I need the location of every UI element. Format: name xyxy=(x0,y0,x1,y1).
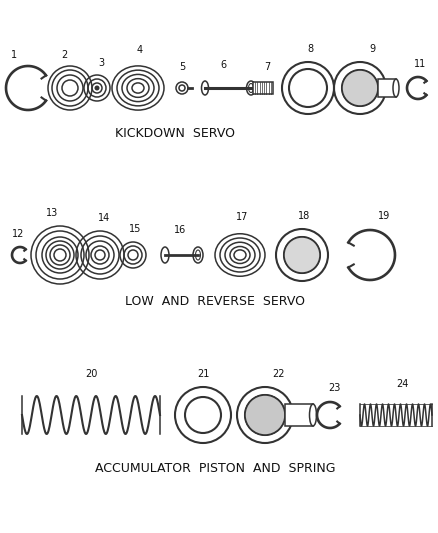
Text: 24: 24 xyxy=(395,379,407,389)
Text: 1: 1 xyxy=(11,50,17,60)
Bar xyxy=(377,79,395,97)
Text: 15: 15 xyxy=(128,224,141,234)
Bar xyxy=(284,404,312,426)
Text: 8: 8 xyxy=(306,44,312,54)
Circle shape xyxy=(244,395,284,435)
Text: 3: 3 xyxy=(98,58,104,68)
Text: LOW  AND  REVERSE  SERVO: LOW AND REVERSE SERVO xyxy=(125,295,304,308)
Ellipse shape xyxy=(201,81,208,95)
Text: 14: 14 xyxy=(98,213,110,223)
Text: KICKDOWN  SERVO: KICKDOWN SERVO xyxy=(115,127,234,140)
Circle shape xyxy=(94,85,99,91)
Text: 22: 22 xyxy=(272,369,285,379)
Text: 6: 6 xyxy=(219,60,226,70)
Text: 7: 7 xyxy=(263,62,269,72)
Text: 12: 12 xyxy=(12,229,24,239)
Text: 16: 16 xyxy=(173,225,186,235)
Bar xyxy=(252,82,272,94)
Text: 18: 18 xyxy=(297,211,309,221)
Text: 13: 13 xyxy=(46,208,58,218)
Text: ACCUMULATOR  PISTON  AND  SPRING: ACCUMULATOR PISTON AND SPRING xyxy=(95,462,335,475)
Ellipse shape xyxy=(392,79,398,97)
Circle shape xyxy=(176,82,187,94)
Text: 2: 2 xyxy=(61,50,67,60)
Text: 19: 19 xyxy=(377,211,389,221)
Text: 17: 17 xyxy=(235,212,247,222)
Ellipse shape xyxy=(309,404,316,426)
Ellipse shape xyxy=(193,247,202,263)
Ellipse shape xyxy=(161,247,169,263)
Text: 9: 9 xyxy=(368,44,374,54)
Text: 4: 4 xyxy=(137,45,143,55)
Circle shape xyxy=(283,237,319,273)
Text: 20: 20 xyxy=(85,369,97,379)
Ellipse shape xyxy=(246,81,255,95)
Text: 5: 5 xyxy=(178,62,185,72)
Circle shape xyxy=(341,70,377,106)
Text: 23: 23 xyxy=(327,383,339,393)
Text: 11: 11 xyxy=(413,59,425,69)
Text: 21: 21 xyxy=(196,369,209,379)
